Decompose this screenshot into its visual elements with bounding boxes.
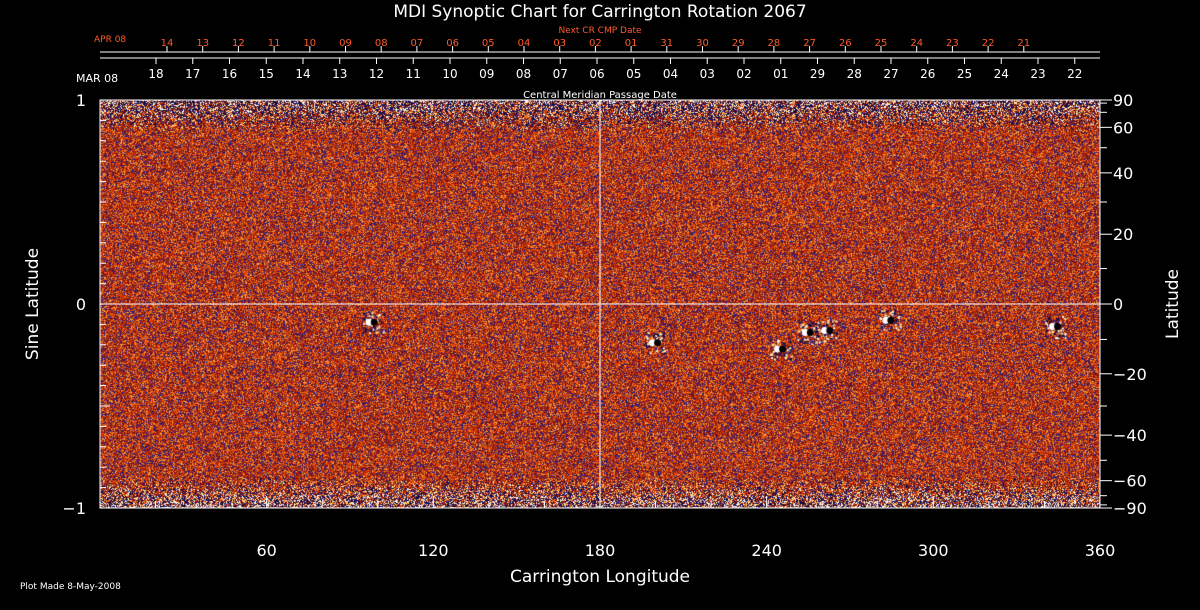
next-cr-date-label: 03 (553, 38, 566, 49)
next-cr-date-label: 27 (803, 38, 816, 49)
x-tick-label: 240 (751, 541, 782, 560)
x-tick-label: 300 (918, 541, 949, 560)
next-cr-date-label: 10 (303, 38, 316, 49)
next-cr-date-label: 22 (982, 38, 995, 49)
next-cr-date-label: 28 (768, 38, 781, 49)
next-cr-label: Next CR CMP Date (558, 26, 642, 36)
next-cr-date-label: 26 (839, 38, 852, 49)
next-cr-date-label: 14 (161, 38, 174, 49)
next-cr-date-label: 24 (910, 38, 923, 49)
y-right-tick-label: −40 (1113, 426, 1147, 445)
cmp-date-label: 12 (369, 67, 384, 81)
cmp-date-label: 08 (516, 67, 531, 81)
next-cr-date-label: 29 (732, 38, 745, 49)
cmp-date-label: 18 (148, 67, 163, 81)
y-right-tick-label: −90 (1113, 499, 1147, 518)
cmp-date-label: 16 (222, 67, 237, 81)
y-right-tick-label: −20 (1113, 365, 1147, 384)
cmp-date-label: 22 (1067, 67, 1082, 81)
cmp-date-label: 25 (957, 67, 972, 81)
cmp-date-label: 23 (1030, 67, 1045, 81)
next-cr-date-label: 13 (196, 38, 209, 49)
x-axis-label: Carrington Longitude (510, 567, 690, 587)
y-right-tick-label: −60 (1113, 472, 1147, 491)
cmp-date-label: 01 (773, 67, 788, 81)
cmp-date-label: 26 (920, 67, 935, 81)
y-right-tick-label: 0 (1113, 295, 1123, 314)
next-cr-date-label: 31 (660, 38, 673, 49)
y-axis-label-right: Latitude (1163, 269, 1183, 339)
next-cr-date-label: 05 (482, 38, 495, 49)
next-cr-date-label: 21 (1017, 38, 1030, 49)
x-tick-label: 180 (585, 541, 616, 560)
cmp-date-label: 02 (736, 67, 751, 81)
y-axis-label-left: Sine Latitude (23, 248, 43, 360)
y-right-tick-label: 60 (1113, 118, 1133, 137)
next-cr-date-label: 02 (589, 38, 602, 49)
y-right-tick-label: 20 (1113, 225, 1133, 244)
next-cr-date-label: 04 (518, 38, 531, 49)
cmp-date-label: 14 (295, 67, 310, 81)
next-cr-date-label: 06 (446, 38, 459, 49)
cmp-date-label: 07 (553, 67, 568, 81)
y-right-tick-label: 90 (1113, 91, 1133, 110)
next-cr-date-label: 30 (696, 38, 709, 49)
cmp-date-label: 05 (626, 67, 641, 81)
axes-group: 60 120 180 240 300 36010−1906040200−20−40−60−… (62, 38, 1146, 560)
chart-title: MDI Synoptic Chart for Carrington Rotati… (393, 2, 806, 22)
cmp-date-label: 06 (589, 67, 604, 81)
y-left-tick-label: 0 (76, 295, 86, 314)
next-cr-date-label: 23 (946, 38, 959, 49)
cmp-date-label: 03 (700, 67, 715, 81)
y-left-tick-label: −1 (62, 499, 86, 518)
cmp-label: Central Meridian Passage Date (523, 90, 677, 101)
y-left-tick-label: 1 (76, 91, 86, 110)
cmp-date-label: 11 (406, 67, 421, 81)
next-cr-date-label: 25 (875, 38, 888, 49)
cmp-date-label: 15 (259, 67, 274, 81)
cmp-date-label: 24 (994, 67, 1009, 81)
cmp-date-label: 27 (883, 67, 898, 81)
x-tick-label: 60 (256, 541, 276, 560)
next-cr-month: APR 08 (94, 35, 126, 45)
plot-made-footer: Plot Made 8-May-2008 (20, 582, 121, 592)
cmp-date-label: 13 (332, 67, 347, 81)
next-cr-date-label: 09 (339, 38, 352, 49)
next-cr-date-label: 08 (375, 38, 388, 49)
cmp-date-label: 17 (185, 67, 200, 81)
next-cr-date-label: 12 (232, 38, 245, 49)
cmp-date-label: 09 (479, 67, 494, 81)
cmp-month: MAR 08 (76, 72, 118, 85)
x-tick-label: 360 (1085, 541, 1116, 560)
cmp-date-label: 29 (810, 67, 825, 81)
cmp-date-label: 28 (847, 67, 862, 81)
cmp-date-label: 10 (442, 67, 457, 81)
next-cr-date-label: 11 (268, 38, 281, 49)
cmp-date-label: 04 (663, 67, 678, 81)
next-cr-date-label: 07 (411, 38, 424, 49)
y-right-tick-label: 40 (1113, 164, 1133, 183)
x-tick-label: 120 (418, 541, 449, 560)
next-cr-date-label: 01 (625, 38, 638, 49)
